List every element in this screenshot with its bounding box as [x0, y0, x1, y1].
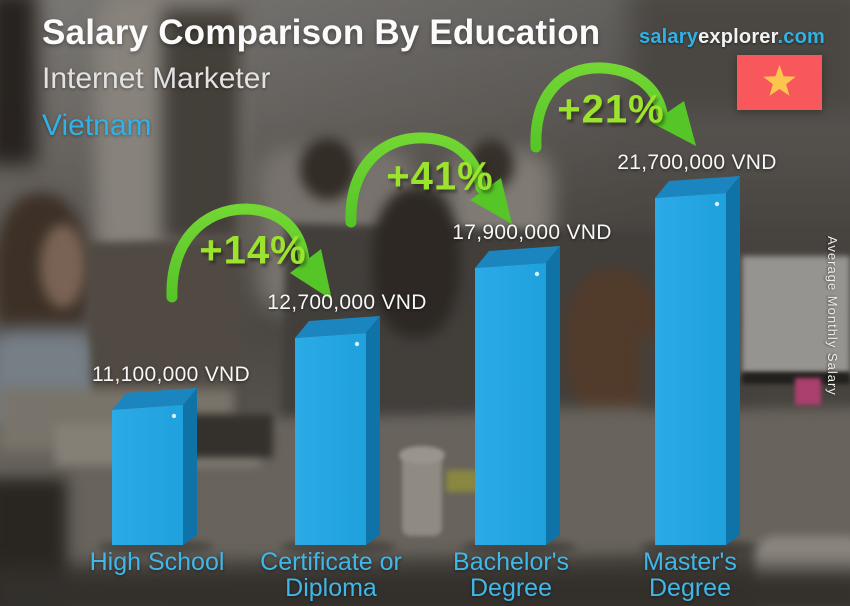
bar-gleam: [354, 341, 360, 347]
bar-top-face: [475, 246, 560, 268]
bar-category-line: Degree: [469, 574, 552, 602]
brand-com: .com: [777, 26, 825, 48]
bg-woman-face: [40, 224, 86, 308]
bar: [112, 405, 183, 545]
bar-side-face: [726, 176, 740, 545]
bar: [475, 263, 546, 545]
bar-value-label: 11,100,000 VND: [92, 363, 250, 386]
site-logo[interactable]: salaryexplorer.com: [639, 26, 825, 49]
bar-category-label: Certificate or Diploma: [260, 549, 402, 601]
pct-change-label: +41%: [386, 154, 494, 199]
bar-value-label: 12,700,000 VND: [267, 291, 427, 314]
bg-person-2-head: [300, 138, 356, 200]
increase-arrow-head: [470, 178, 512, 224]
bg-coffee-cup: [402, 452, 442, 536]
bar-value-label: 21,700,000 VND: [617, 151, 777, 174]
bg-sticky-yellow: [446, 470, 478, 492]
bar-category-line: High School: [89, 548, 225, 576]
bg-man-center-head: [372, 188, 460, 338]
bar-category-line: Certificate or: [260, 548, 402, 576]
bar-category-label: High School: [90, 549, 225, 575]
increase-arrow-head: [652, 101, 696, 146]
bar-category-line: Master's: [643, 548, 737, 576]
bar-category-label: Bachelor's Degree: [453, 549, 569, 601]
brand-explorer: explorer: [698, 26, 778, 48]
bg-coffee-cup-lid: [399, 446, 445, 464]
bar-side-face: [183, 388, 197, 545]
brand-salary: salary: [639, 26, 699, 48]
bg-sticky-pink: [795, 378, 821, 405]
bg-screen-right: [742, 256, 850, 374]
bar-category-line: Degree: [649, 574, 731, 602]
bar-side-face: [546, 246, 560, 545]
pct-change-label: +14%: [199, 228, 307, 273]
bar-side-face: [366, 316, 380, 545]
bar-category-line: Diploma: [285, 574, 377, 602]
job-title: Internet Marketer: [42, 62, 271, 95]
increase-arrow: [166, 203, 310, 303]
bar-value-label: 17,900,000 VND: [452, 221, 612, 244]
bar-top-face: [655, 176, 740, 198]
increase-arrow: [345, 132, 487, 228]
vietnam-flag: [737, 55, 822, 110]
bar-gleam: [171, 413, 177, 419]
increase-arrow-head: [290, 249, 332, 300]
page-title: Salary Comparison By Education: [42, 13, 601, 52]
y-axis-label: Average Monthly Salary: [825, 236, 840, 396]
bar: [295, 333, 366, 545]
bar-category-line: Bachelor's: [453, 548, 569, 576]
pct-change-label: +21%: [557, 87, 665, 132]
bar-gleam: [714, 201, 720, 207]
bar-top-face: [112, 388, 197, 410]
bg-standing-person-vest: [162, 8, 242, 243]
bar-top-face: [295, 316, 380, 338]
increase-arrow: [530, 62, 668, 153]
bar: [655, 193, 726, 545]
country-name: Vietnam: [42, 109, 152, 142]
flag-star-icon: [763, 65, 796, 96]
bar-category-label: Master's Degree: [643, 549, 737, 601]
bg-dark-corner: [0, 0, 37, 165]
bar-gleam: [534, 271, 540, 277]
bg-floor: [0, 568, 850, 606]
